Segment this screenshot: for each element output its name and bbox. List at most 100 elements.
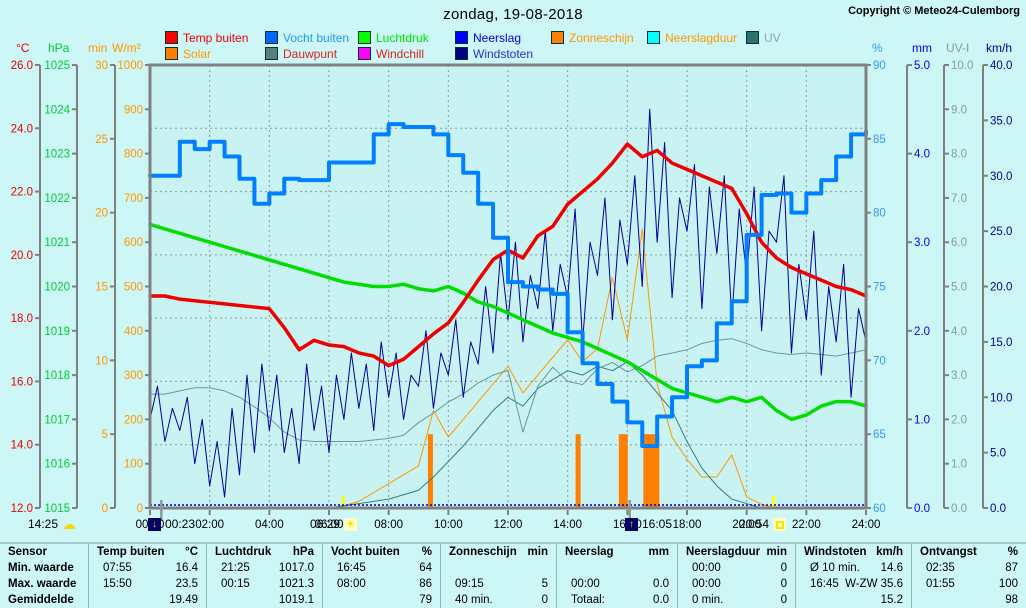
cell-max-neerslag: 00:00 0.0 — [556, 576, 677, 592]
svg-text:1024: 1024 — [44, 104, 70, 116]
cell-max-ontvangst: 01:55 100 — [911, 576, 1026, 592]
svg-text:24:00: 24:00 — [852, 519, 881, 531]
axis-zon: 30 25 20 15 10 5 0 — [95, 60, 116, 515]
svg-text:12:00: 12:00 — [494, 519, 523, 531]
svg-text:0.0: 0.0 — [990, 503, 1006, 515]
svg-text:0.0: 0.0 — [951, 503, 967, 515]
legend-item-temp-buiten: Temp buiten — [165, 30, 249, 45]
legend-item-neerslag: Neerslag — [455, 31, 521, 45]
legend-item-dauwpunt: Dauwpunt — [265, 47, 337, 61]
svg-text:5: 5 — [102, 429, 108, 441]
svg-text:1018: 1018 — [44, 370, 70, 382]
row-label-avg: Gemiddelde — [8, 594, 74, 606]
cell-max-temp: 15:50 23.5 — [88, 576, 206, 592]
moonrise-annotation: 16:05 — [625, 517, 672, 531]
moonrise-time: 16:05 — [642, 517, 673, 531]
cell-min-duur: 00:00 0 — [677, 560, 795, 576]
svg-text:1000: 1000 — [117, 60, 143, 72]
neerslagduur-swatch-icon — [647, 31, 660, 44]
legend-label: Vocht buiten — [283, 30, 350, 45]
sunset-tick — [772, 496, 776, 508]
axis-unit-mm: mm — [912, 41, 932, 55]
svg-text:1.0: 1.0 — [914, 414, 930, 426]
col-header-temp-buiten: Temp buiten °C — [88, 544, 206, 560]
axis-unit-min: min — [88, 41, 108, 55]
sunrise-annotation: 06:29 — [310, 517, 358, 531]
svg-text:04:00: 04:00 — [255, 519, 284, 531]
svg-text:30: 30 — [95, 60, 108, 72]
legend-item-windstoten: Windstoten — [455, 47, 533, 61]
svg-text:65: 65 — [873, 429, 886, 441]
svg-text:8.0: 8.0 — [951, 149, 967, 161]
moonset-icon — [148, 517, 161, 531]
temp-buiten-swatch-icon — [165, 31, 178, 44]
cell-avg-neerslag: Totaal: 0.0 — [556, 592, 677, 608]
svg-text:1016: 1016 — [44, 459, 70, 471]
svg-text:1023: 1023 — [44, 149, 70, 161]
cloud-icon — [62, 518, 78, 531]
legend-item-vocht-buiten: Vocht buiten — [265, 30, 350, 45]
svg-text:14:00: 14:00 — [553, 519, 582, 531]
svg-text:200: 200 — [124, 414, 143, 426]
svg-text:15.0: 15.0 — [990, 337, 1012, 349]
windstoten-swatch-icon — [455, 47, 468, 60]
legend-label: Neerslagduur — [665, 30, 738, 45]
svg-text:700: 700 — [124, 193, 143, 205]
svg-text:02:00: 02:00 — [195, 519, 224, 531]
svg-text:06:00: 06:00 — [315, 519, 344, 531]
svg-text:70: 70 — [873, 355, 886, 367]
series-luchtdruk — [148, 222, 868, 422]
legend-label: Solar — [183, 46, 212, 61]
svg-text:60: 60 — [873, 503, 886, 515]
svg-text:20.0: 20.0 — [990, 282, 1012, 294]
svg-text:22:00: 22:00 — [792, 519, 821, 531]
luchtdruk-swatch-icon — [358, 31, 371, 44]
svg-text:1017: 1017 — [44, 414, 70, 426]
sunset-annotation: 20:54 — [739, 517, 787, 531]
svg-text:400: 400 — [124, 326, 143, 338]
col-header-zonneschijn: Zonneschijn min — [440, 544, 556, 560]
cell-min-vocht: 16:45 64 — [322, 560, 440, 576]
svg-text:6.0: 6.0 — [951, 237, 967, 249]
svg-text:10.0: 10.0 — [990, 392, 1012, 404]
svg-text:0: 0 — [137, 503, 143, 515]
svg-text:16.0: 16.0 — [11, 376, 33, 388]
legend-label: Temp buiten — [183, 30, 249, 45]
sunrise-icon — [344, 517, 358, 531]
legend-item-uv: UV — [746, 30, 781, 45]
sunrise-time: 06:29 — [310, 517, 341, 531]
svg-text:1022: 1022 — [44, 193, 70, 205]
legend-item-zonneschijn: Zonneschijn — [551, 31, 634, 45]
weather-chart: 26.024.022.020.018.016.014.012.010251024… — [11, 60, 1013, 531]
svg-text:1015: 1015 — [44, 503, 70, 515]
axis-unit-percent: % — [872, 41, 883, 55]
axis-unit-uvi: UV-I — [946, 41, 970, 55]
cell-avg-ontvangst: 98 — [911, 592, 1026, 608]
svg-text:5.0: 5.0 — [990, 448, 1006, 460]
svg-text:80: 80 — [873, 208, 886, 220]
svg-text:300: 300 — [124, 370, 143, 382]
svg-text:10:00: 10:00 — [434, 519, 463, 531]
sunset-time: 20:54 — [739, 517, 770, 531]
cell-avg-duur: 0 min. 0 — [677, 592, 795, 608]
legend-label: Windchill — [376, 46, 425, 61]
axis-unit-wm2: W/m² — [112, 41, 141, 55]
svg-text:08:00: 08:00 — [374, 519, 403, 531]
svg-text:85: 85 — [873, 134, 886, 146]
legend-label: UV — [764, 30, 781, 45]
svg-text:1025: 1025 — [44, 60, 70, 72]
moonrise-icon — [625, 517, 638, 531]
cell-max-vocht: 08:00 86 — [322, 576, 440, 592]
cell-avg-zon: 40 min. 0 — [440, 592, 556, 608]
axis-vocht: 90 85 80 75 70 65 60 — [866, 60, 886, 515]
svg-text:5.0: 5.0 — [951, 282, 967, 294]
col-header-neerslag: Neerslag mm — [556, 544, 677, 560]
svg-text:24.0: 24.0 — [11, 123, 33, 135]
svg-text:14.0: 14.0 — [11, 440, 33, 452]
moonrise-tick — [628, 500, 631, 521]
cell-min-ontvangst: 02:35 87 — [911, 560, 1026, 576]
legend-item-solar: Solar — [165, 46, 212, 61]
svg-text:26.0: 26.0 — [11, 60, 33, 72]
